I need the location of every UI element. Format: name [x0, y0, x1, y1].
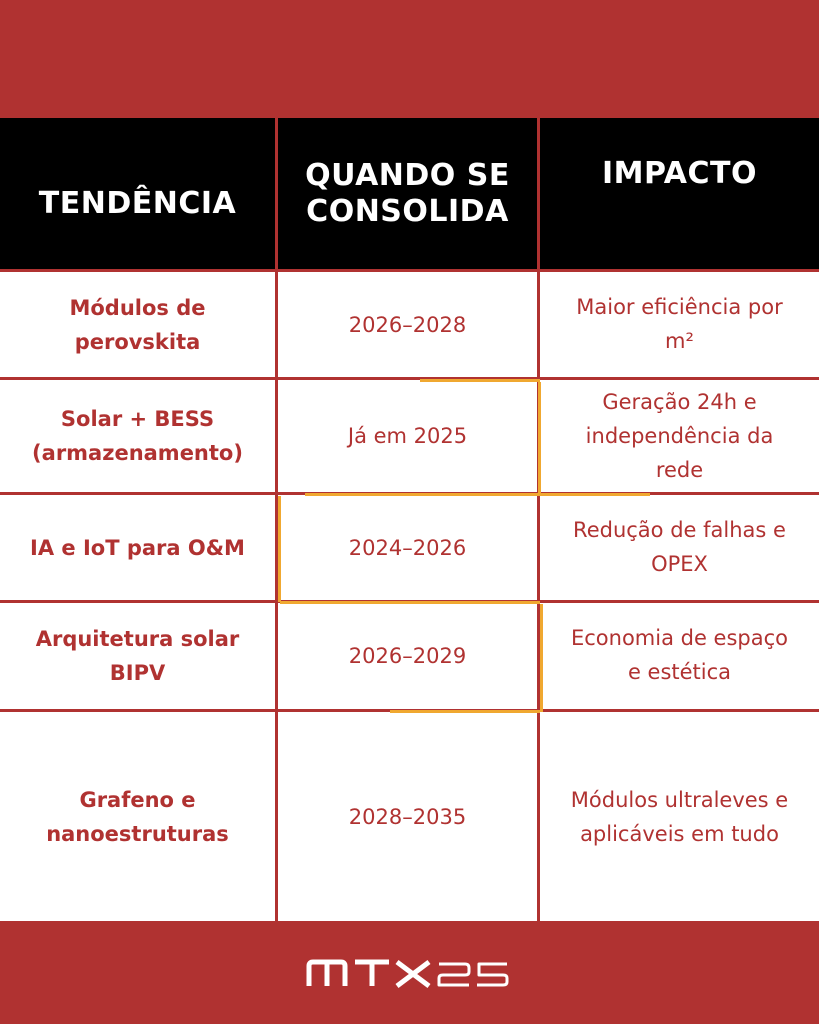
row-4-when: 2026–2029	[278, 603, 540, 712]
row-1-impact-line1: Maior eficiência por	[576, 295, 783, 319]
row-5-when: 2028–2035	[278, 712, 540, 924]
row-3-trend: IA e IoT para O&M	[0, 495, 278, 603]
row-4-trend: Arquitetura solar BIPV	[0, 603, 278, 712]
row-2-impact-line1: Geração 24h e	[602, 390, 757, 414]
row-4-impact-line2: e estética	[627, 660, 732, 684]
row-2-trend: Solar + BESS (armazenamento)	[0, 380, 278, 495]
header-impact: IMPACTO	[540, 118, 819, 272]
row-2-impact: Geração 24h e independência da rede	[540, 380, 819, 495]
row-1-trend-line2: perovskita	[74, 329, 201, 354]
row-5-trend-line2: nanoestruturas	[46, 821, 229, 846]
row-5-impact-line2: aplicáveis em tudo	[580, 821, 779, 846]
row-2-trend-line2: (armazenamento)	[32, 441, 243, 465]
accent-line	[420, 379, 540, 382]
row-2-trend-line1: Solar + BESS	[60, 407, 215, 431]
accent-line	[538, 382, 541, 494]
row-4-impact-line1: Economia de espaço	[570, 626, 789, 650]
row-5-when-value: 2028–2035	[348, 804, 467, 829]
accent-line	[540, 604, 543, 712]
footer: MTX25	[0, 924, 819, 1024]
accent-line	[280, 601, 540, 604]
row-1-trend-line1: Módulos de	[69, 295, 206, 320]
row-3-impact: Redução de falhas e OPEX	[540, 495, 819, 603]
row-3-impact-line1: Redução de falhas e	[573, 518, 786, 542]
accent-line	[390, 710, 540, 713]
header-when: QUANDO SE CONSOLIDA	[278, 118, 540, 272]
header-impact-label: IMPACTO	[602, 156, 757, 191]
row-3-impact-line2: OPEX	[651, 552, 708, 576]
row-1-when: 2026–2028	[278, 272, 540, 380]
row-4-trend-line1: Arquitetura solar	[35, 627, 240, 651]
row-2-impact-line3: rede	[655, 458, 704, 482]
row-4-when-value: 2026–2029	[348, 644, 467, 668]
row-5-trend-line1: Grafeno e	[79, 787, 196, 812]
mtx25-logo	[306, 959, 508, 988]
trends-table: TENDÊNCIA QUANDO SE CONSOLIDA IMPACTO Mó…	[0, 118, 819, 924]
row-2-when-value: Já em 2025	[347, 424, 468, 448]
row-2-when: Já em 2025	[278, 380, 540, 495]
header-trend: TENDÊNCIA	[0, 118, 278, 272]
row-5-trend: Grafeno e nanoestruturas	[0, 712, 278, 924]
accent-line	[305, 493, 650, 496]
row-3-trend-line1: IA e IoT para O&M	[30, 535, 245, 560]
row-1-trend: Módulos de perovskita	[0, 272, 278, 380]
row-5-impact-line1: Módulos ultraleves e	[570, 787, 789, 812]
row-1-impact: Maior eficiência por m²	[540, 272, 819, 380]
header-when-line1: QUANDO SE	[305, 157, 510, 193]
accent-line	[278, 496, 281, 602]
header-trend-label: TENDÊNCIA	[38, 185, 237, 221]
row-1-impact-line2: m²	[665, 329, 694, 353]
row-1-when-value: 2026–2028	[348, 312, 467, 337]
row-5-impact: Módulos ultraleves e aplicáveis em tudo	[540, 712, 819, 924]
row-4-impact: Economia de espaço e estética	[540, 603, 819, 712]
row-3-when: 2024–2026	[278, 495, 540, 603]
header-when-line2: CONSOLIDA	[306, 193, 509, 229]
row-2-impact-line2: independência da	[585, 424, 774, 448]
row-3-when-value: 2024–2026	[348, 535, 467, 560]
row-4-trend-line2: BIPV	[109, 661, 166, 685]
